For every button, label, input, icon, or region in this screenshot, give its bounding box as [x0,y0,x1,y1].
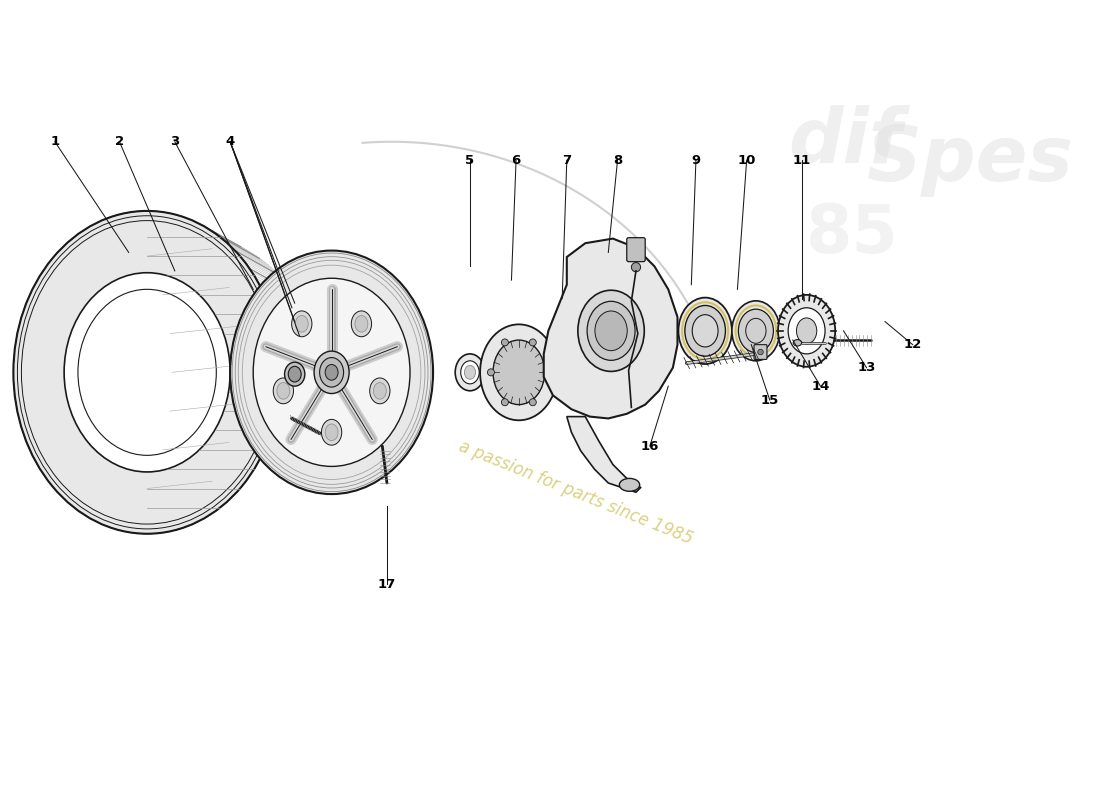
Circle shape [631,262,640,272]
Ellipse shape [778,295,835,366]
Ellipse shape [355,315,367,332]
Ellipse shape [351,311,372,337]
Circle shape [487,369,495,376]
Ellipse shape [578,290,645,371]
Ellipse shape [373,382,386,399]
Ellipse shape [587,302,635,360]
Circle shape [502,339,508,346]
Ellipse shape [464,366,475,379]
Circle shape [502,398,508,406]
Ellipse shape [78,290,217,455]
Polygon shape [543,238,678,418]
Ellipse shape [321,419,342,445]
Text: Spes: Spes [867,123,1074,197]
Ellipse shape [738,309,773,353]
Text: 15: 15 [760,394,779,406]
Ellipse shape [277,382,289,399]
Ellipse shape [370,378,390,404]
Text: 85: 85 [806,201,899,267]
Text: 7: 7 [562,154,571,166]
Ellipse shape [595,311,627,350]
Ellipse shape [230,250,433,494]
Ellipse shape [692,314,718,347]
Text: 12: 12 [903,338,922,351]
Text: a passion for parts since 1985: a passion for parts since 1985 [456,437,696,547]
Ellipse shape [292,311,312,337]
Ellipse shape [253,278,410,466]
Ellipse shape [455,354,485,390]
Ellipse shape [796,318,817,344]
Ellipse shape [273,378,294,404]
Circle shape [758,350,763,355]
Ellipse shape [732,301,780,361]
Ellipse shape [493,340,544,405]
Text: 9: 9 [692,154,701,166]
Ellipse shape [746,318,766,343]
Ellipse shape [295,315,308,332]
Ellipse shape [285,362,305,386]
Text: 4: 4 [226,135,234,148]
Ellipse shape [685,306,725,356]
Text: 8: 8 [613,154,623,166]
Ellipse shape [315,351,349,394]
Text: 17: 17 [377,578,396,591]
Ellipse shape [320,358,343,387]
Circle shape [529,398,537,406]
Text: 14: 14 [812,380,829,393]
Circle shape [543,369,550,376]
Text: dif: dif [789,105,902,178]
Ellipse shape [679,298,732,364]
Ellipse shape [64,273,230,472]
Text: 2: 2 [114,135,124,148]
Text: 13: 13 [857,362,876,374]
FancyBboxPatch shape [627,238,646,262]
Circle shape [529,339,537,346]
Ellipse shape [789,308,825,354]
Text: 11: 11 [793,154,811,166]
Text: 10: 10 [737,154,756,166]
Text: 3: 3 [170,135,179,148]
FancyBboxPatch shape [754,345,767,359]
Ellipse shape [619,478,640,491]
Ellipse shape [461,361,480,384]
Ellipse shape [13,211,280,534]
Ellipse shape [793,339,802,346]
Ellipse shape [326,424,338,441]
Text: 1: 1 [51,135,59,148]
Polygon shape [566,417,640,492]
Ellipse shape [288,366,301,382]
Text: 6: 6 [512,154,520,166]
Text: 16: 16 [640,440,659,453]
Ellipse shape [480,324,558,420]
Ellipse shape [326,365,338,380]
Text: 5: 5 [465,154,474,166]
